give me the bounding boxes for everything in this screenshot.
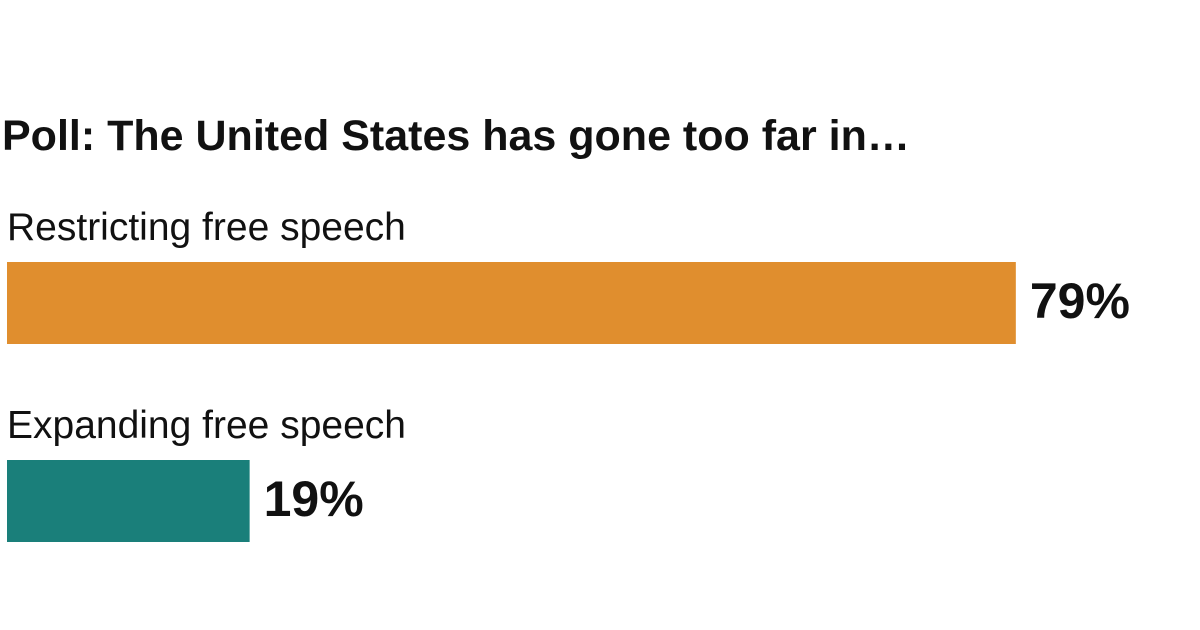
value-label: 79% [1030,273,1130,329]
bar [7,262,1016,344]
category-label: Restricting free speech [7,206,406,249]
value-label: 19% [264,471,364,527]
chart-title: Poll: The United States has gone too far… [2,112,910,160]
bar [7,460,250,542]
category-label: Expanding free speech [7,404,406,447]
